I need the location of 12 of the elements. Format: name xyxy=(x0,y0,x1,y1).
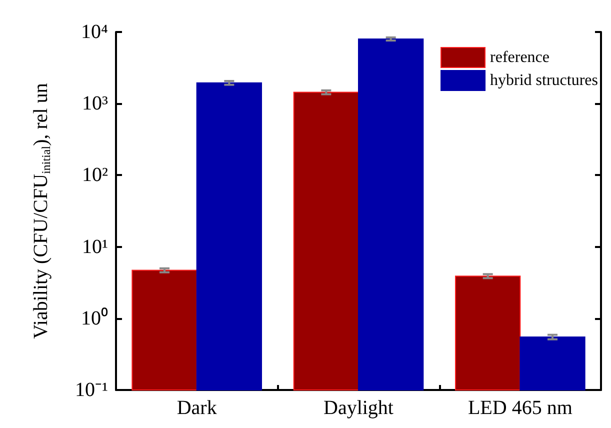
y-tick-label: 10³ xyxy=(82,92,108,115)
legend-label: reference xyxy=(490,49,550,66)
y-tick-label: 10⁰ xyxy=(81,306,108,330)
y-tick-label: 10⁴ xyxy=(81,21,108,43)
y-tick-label: 10² xyxy=(82,164,108,186)
y-tick-label: 10¹ xyxy=(82,236,108,258)
x-tick-label: Daylight xyxy=(324,397,394,419)
y-axis-title: Viability (CFU/CFUinitial), rel un xyxy=(30,83,53,339)
x-tick-label: LED 465 nm xyxy=(468,397,573,419)
legend-label: hybrid structures xyxy=(490,72,598,89)
x-tick-label: Dark xyxy=(176,397,217,419)
y-tick-label: 10⁻¹ xyxy=(75,379,108,401)
